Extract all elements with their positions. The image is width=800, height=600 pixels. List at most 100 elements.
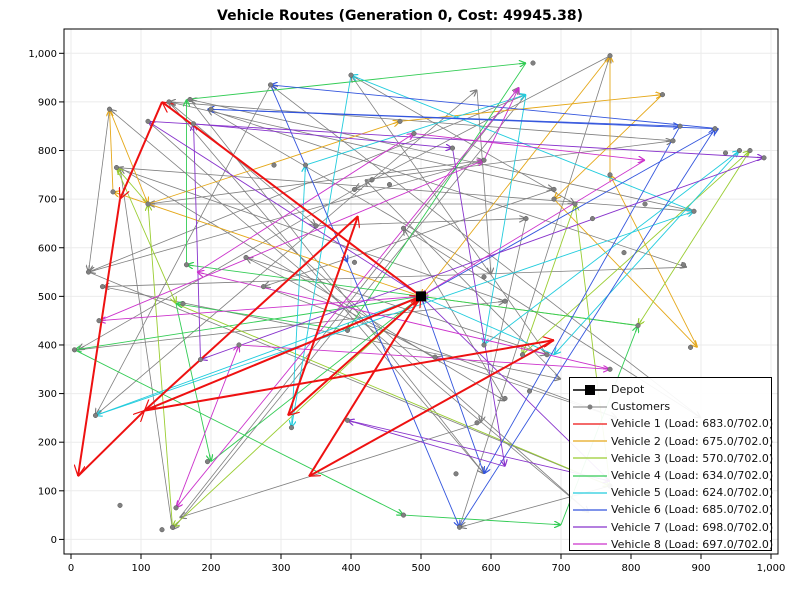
x-tick-label: 300 [271, 563, 290, 574]
vehicle-4-route-segment [403, 514, 562, 525]
legend-label-vehicle-6: Vehicle 6 (Load: 685.0/702.0) [611, 503, 774, 517]
gray-route-segment [208, 109, 492, 275]
gray-route-segment [476, 89, 491, 275]
customer-point [351, 259, 358, 265]
customer-point [680, 262, 687, 268]
customer-point [761, 155, 767, 161]
gray-route-segment [459, 56, 611, 528]
customer-point [712, 126, 718, 132]
customer-point [344, 417, 351, 423]
customer-point [411, 130, 417, 137]
vehicle-1-route-segment [77, 411, 145, 477]
customer-point [106, 106, 113, 112]
x-tick-label: 900 [691, 563, 710, 574]
customer-point [502, 298, 508, 304]
vehicle-8-route-segment [238, 344, 610, 369]
customer-point [96, 318, 102, 324]
vehicle-4-route-segment [186, 63, 527, 100]
vehicle-1-route-segment [288, 295, 422, 415]
customer-point [747, 147, 753, 154]
x-tick-label: 800 [621, 563, 640, 574]
vehicle-7-route-segment [452, 148, 506, 466]
legend-item-vehicle-8: Vehicle 8 (Load: 697.0/702.0) [570, 536, 774, 553]
customer-point [551, 196, 557, 202]
x-tick-label: 0 [68, 563, 74, 574]
gray-route-segment [169, 102, 485, 475]
x-tick-label: 600 [481, 563, 500, 574]
y-tick-label: 100 [38, 486, 57, 497]
customer-point [397, 118, 403, 124]
customer-point [481, 274, 487, 280]
customer-point [99, 284, 106, 290]
customer-point [551, 186, 557, 192]
vehicle-7-route-segment [148, 121, 422, 297]
x-tick-label: 200 [201, 563, 220, 574]
gray-route-segment [120, 168, 173, 530]
vehicle-2-route-segment [421, 55, 611, 297]
gray-route-segment [110, 109, 590, 513]
gray-route-segment [169, 102, 674, 142]
gray-route-segment [180, 422, 481, 518]
vehicle-5-route-segment [95, 211, 695, 416]
customer-point [145, 118, 151, 124]
vehicle-1-route-segment [287, 216, 358, 416]
customer-point [386, 182, 393, 188]
vehicle-2-route-segment [110, 109, 114, 192]
vehicle-5-route-segment [96, 295, 422, 415]
vehicle-8-route-segment [483, 87, 519, 161]
customer-point [71, 347, 78, 353]
vehicle-8-route-segment [421, 159, 646, 296]
y-tick-label: 800 [38, 146, 57, 157]
vehicle-5-route-segment [484, 94, 527, 345]
customer-point [607, 53, 613, 59]
y-tick-label: 200 [38, 438, 57, 449]
gray-route-segment [89, 159, 485, 272]
vehicle-2-route-segment [113, 192, 422, 297]
customer-point [502, 395, 508, 401]
legend-item-vehicle-2: Vehicle 2 (Load: 675.0/702.0) [570, 433, 773, 450]
customer-point [236, 342, 242, 348]
vehicle-6-swatch-icon [573, 509, 607, 511]
vehicle-6-route-segment [347, 262, 460, 527]
vehicle-1-route-segment [162, 102, 422, 298]
vehicle-4-route-segment [210, 296, 421, 462]
customer-point [169, 524, 176, 530]
legend-label-vehicle-8: Vehicle 8 (Load: 697.0/702.0) [611, 537, 774, 551]
customer-point [117, 502, 123, 508]
customer-point [208, 106, 214, 112]
gray-route-segment [190, 99, 695, 212]
legend-item-vehicle-6: Vehicle 6 (Load: 685.0/702.0) [570, 501, 774, 518]
customer-swatch-icon [573, 404, 607, 410]
gray-route-segment [404, 228, 506, 402]
gray-route-segment [89, 109, 110, 272]
customer-point [589, 216, 596, 222]
gray-route-segment [168, 101, 554, 190]
gray-route-segment [189, 99, 484, 473]
legend-item-vehicle-7: Vehicle 7 (Load: 698.0/702.0) [570, 519, 773, 536]
legend-label-vehicle-4: Vehicle 4 (Load: 634.0/702.0) [611, 469, 774, 483]
legend-item-vehicle-5: Vehicle 5 (Load: 624.0/702.0) [570, 484, 773, 501]
vehicle-8-route-segment [175, 345, 239, 508]
customer-point [243, 254, 249, 261]
customer-point [197, 357, 204, 363]
customer-point [260, 284, 267, 290]
vehicle-8-route-segment [196, 134, 414, 273]
axes: 0 100 200 300 400 500 600 700 800 900 1,000 0 100 200… [28, 49, 785, 574]
customer-point [449, 145, 456, 151]
vehicle-6-route-segment [207, 108, 681, 126]
vehicle-8-swatch-icon [573, 543, 607, 545]
gray-route-segment [351, 75, 548, 355]
vehicle-5-route-segment [292, 75, 352, 427]
customer-point [145, 201, 151, 207]
gray-route-segment [147, 160, 484, 205]
customer-point [432, 354, 438, 360]
legend-item-vehicle-3: Vehicle 3 (Load: 570.0/702.0) [570, 450, 773, 467]
customer-point [267, 82, 274, 88]
customer-point [642, 201, 648, 207]
customer-point [85, 269, 92, 275]
vehicle-7-swatch-icon [573, 526, 607, 528]
vehicle-2-route-segment [553, 198, 698, 347]
customer-point [481, 342, 487, 348]
vehicle-4-swatch-icon [573, 474, 607, 477]
customer-point [474, 420, 480, 426]
